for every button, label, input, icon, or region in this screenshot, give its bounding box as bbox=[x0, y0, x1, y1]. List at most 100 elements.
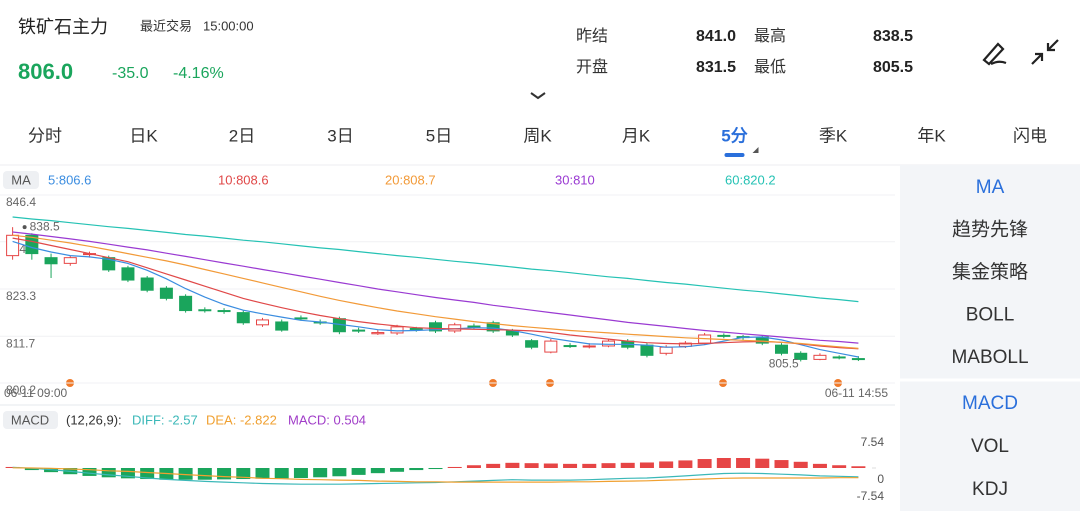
stat-label: 最高 bbox=[754, 27, 786, 45]
shrink-icon[interactable] bbox=[1031, 39, 1059, 65]
macd-bar bbox=[563, 463, 578, 468]
tab-dropdown[interactable] bbox=[752, 147, 759, 153]
macd-bar bbox=[255, 468, 270, 479]
tab[interactable]: 年K bbox=[917, 126, 946, 145]
legend-tag-bg bbox=[3, 171, 39, 189]
candle-body bbox=[371, 332, 385, 335]
candle-body bbox=[198, 309, 212, 312]
ma-line bbox=[12, 234, 859, 349]
side-menu-item[interactable]: KDJ bbox=[972, 479, 1008, 500]
stat-value: 841.0 bbox=[696, 28, 736, 45]
macd-bar bbox=[82, 468, 97, 476]
tab[interactable]: 周K bbox=[523, 126, 552, 145]
title: 铁矿石主力 bbox=[18, 17, 108, 37]
tab[interactable]: 3日 bbox=[327, 126, 353, 145]
candle-body bbox=[486, 322, 500, 332]
side-menu-item[interactable]: VOL bbox=[971, 436, 1009, 457]
macd-bar bbox=[370, 468, 385, 474]
macd-bar bbox=[390, 468, 405, 472]
macd-bar bbox=[755, 458, 770, 468]
macd-bar bbox=[582, 463, 597, 468]
macd-bar bbox=[736, 458, 751, 468]
candle-body bbox=[851, 358, 865, 361]
tab[interactable]: 月K bbox=[622, 126, 651, 145]
candle-body bbox=[525, 340, 539, 348]
candle-body bbox=[717, 334, 731, 337]
candle-body bbox=[275, 321, 289, 331]
tab[interactable]: 2日 bbox=[229, 126, 255, 145]
stat-label: 最低 bbox=[754, 58, 786, 76]
candle-body bbox=[44, 257, 58, 265]
macd-bar bbox=[197, 468, 212, 480]
macd-bar bbox=[851, 466, 866, 468]
time: 15:00:00 bbox=[203, 18, 254, 33]
macd-bar bbox=[659, 461, 674, 468]
candle-body bbox=[140, 277, 154, 291]
macd-line bbox=[12, 467, 859, 483]
macd-bar bbox=[313, 468, 328, 478]
ma-line bbox=[12, 231, 859, 344]
candle-body bbox=[179, 295, 193, 312]
candle-body bbox=[467, 325, 481, 328]
high-annotation: 838.5 bbox=[30, 219, 60, 233]
tab[interactable]: 分时 bbox=[28, 126, 62, 145]
macd-bar bbox=[236, 468, 251, 480]
y-tick-label: 0 bbox=[877, 472, 884, 486]
macd-bar bbox=[447, 466, 462, 468]
y-tick-label: 7.54 bbox=[861, 435, 885, 449]
legend-entry: MACD: 0.504 bbox=[288, 412, 366, 427]
candle-body bbox=[429, 322, 442, 332]
candle-body bbox=[544, 340, 558, 353]
macd-bar bbox=[505, 462, 520, 468]
x-tick-label: 06-11 09:00 bbox=[4, 386, 67, 400]
tab[interactable]: 季K bbox=[819, 126, 848, 145]
y-tick-label: 811.7 bbox=[6, 336, 35, 350]
tab[interactable]: 5分 bbox=[721, 126, 747, 145]
expand-chevron[interactable] bbox=[530, 92, 546, 100]
macd-bar bbox=[409, 468, 424, 471]
candle-body bbox=[448, 324, 462, 332]
macd-bar bbox=[812, 463, 827, 468]
ma-line bbox=[12, 240, 859, 358]
macd-bar bbox=[486, 463, 501, 468]
legend-entry: DEA: -2.822 bbox=[206, 412, 277, 427]
tab[interactable]: 闪电 bbox=[1013, 126, 1047, 145]
tab[interactable]: 5日 bbox=[426, 126, 452, 145]
legend-entry: 30:810 bbox=[555, 172, 595, 187]
macd-bar bbox=[774, 460, 789, 468]
candle-body bbox=[294, 317, 308, 320]
candle-body bbox=[352, 329, 366, 332]
side-panel bbox=[900, 165, 1080, 511]
stat-label: 开盘 bbox=[576, 57, 608, 76]
side-menu-item[interactable]: 趋势先锋 bbox=[952, 219, 1028, 241]
candle-body bbox=[602, 340, 615, 347]
candle-body bbox=[794, 352, 808, 360]
candle-body bbox=[256, 319, 269, 326]
macd-bar bbox=[293, 468, 308, 478]
stat-label: 昨结 bbox=[576, 27, 608, 45]
macd-bar bbox=[332, 468, 347, 477]
macd-line bbox=[12, 466, 859, 485]
macd-bar bbox=[351, 468, 366, 475]
side-menu-item[interactable]: BOLL bbox=[966, 305, 1015, 326]
x-tick-label: 06-11 14:55 bbox=[825, 386, 888, 400]
side-menu-item[interactable]: 集金策略 bbox=[952, 261, 1028, 283]
candle-body bbox=[813, 354, 827, 360]
ma-line bbox=[12, 237, 859, 350]
macd-bar bbox=[466, 465, 481, 468]
side-menu-item[interactable]: MA bbox=[976, 177, 1005, 198]
y-tick-label: 823.3 bbox=[6, 289, 36, 303]
y-tick-label: -7.54 bbox=[857, 489, 885, 503]
edit-icon[interactable] bbox=[982, 42, 1007, 66]
candle-body bbox=[832, 356, 846, 359]
side-menu-item[interactable]: MACD bbox=[962, 393, 1018, 414]
side-menu-item[interactable]: MABOLL bbox=[951, 347, 1028, 368]
macd-bar bbox=[140, 468, 155, 480]
candle-body bbox=[236, 312, 250, 324]
macd-bar bbox=[120, 468, 135, 479]
tab[interactable]: 日K bbox=[129, 126, 158, 145]
macd-bar bbox=[524, 463, 539, 468]
candle-body bbox=[121, 267, 135, 281]
macd-bar bbox=[639, 462, 654, 468]
macd-params: (12,26,9): bbox=[66, 412, 122, 427]
